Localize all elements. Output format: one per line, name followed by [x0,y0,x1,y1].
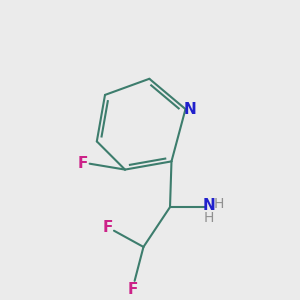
Text: H: H [213,197,224,211]
Text: H: H [204,211,214,225]
Text: N: N [203,198,216,213]
Text: N: N [184,102,196,117]
Text: F: F [102,220,113,235]
Text: F: F [78,156,88,171]
Text: F: F [128,282,138,297]
